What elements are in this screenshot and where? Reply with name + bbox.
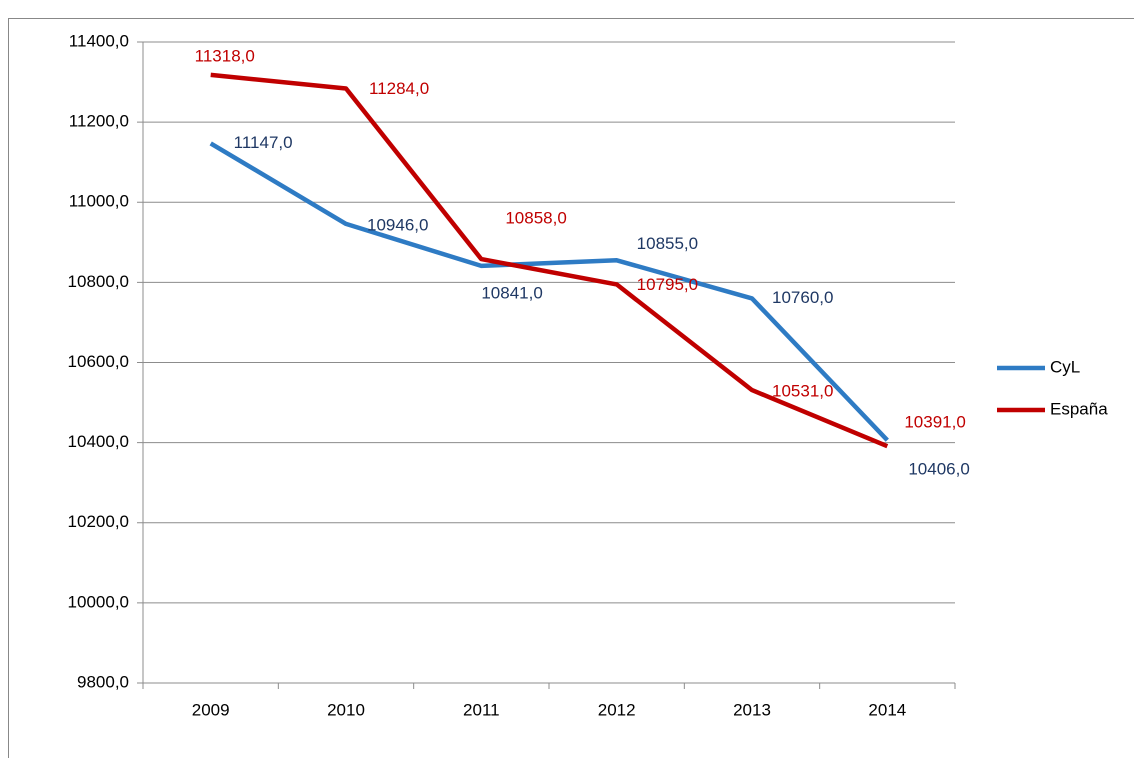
data-label: 10391,0 [904,413,965,432]
y-tick-label: 10800,0 [68,272,129,291]
data-label: 10406,0 [908,460,969,479]
data-label: 10855,0 [637,234,698,253]
data-label: 10858,0 [505,209,566,228]
data-label: 11284,0 [369,79,429,98]
data-label: 10946,0 [367,215,428,234]
line-series [209,141,889,442]
data-label: 10841,0 [481,283,542,302]
y-tick-label: 10200,0 [68,512,129,531]
x-tick-label: 2011 [463,700,500,719]
y-tick-label: 10000,0 [68,592,129,611]
data-label: 11318,0 [195,46,255,65]
y-tick-label: 11200,0 [69,112,129,131]
x-tick-label: 2013 [733,700,771,719]
legend-label: España [1050,399,1108,418]
y-tick-label: 9800,0 [77,672,129,691]
x-tick-label: 2009 [192,700,230,719]
x-tick-label: 2012 [598,700,636,719]
data-label: 10760,0 [772,288,833,307]
x-tick-label: 2010 [327,700,365,719]
data-label: 11147,0 [234,133,293,152]
y-tick-label: 10400,0 [68,432,129,451]
chart-border [8,18,1134,758]
y-tick-label: 10600,0 [68,352,129,371]
data-label: 10795,0 [637,275,698,294]
line-series [210,72,889,449]
x-tick-label: 2014 [868,700,906,719]
legend-label: CyL [1050,357,1080,376]
y-tick-label: 11000,0 [69,192,129,211]
data-label: 10531,0 [772,382,833,401]
y-tick-label: 11400,0 [69,31,129,50]
